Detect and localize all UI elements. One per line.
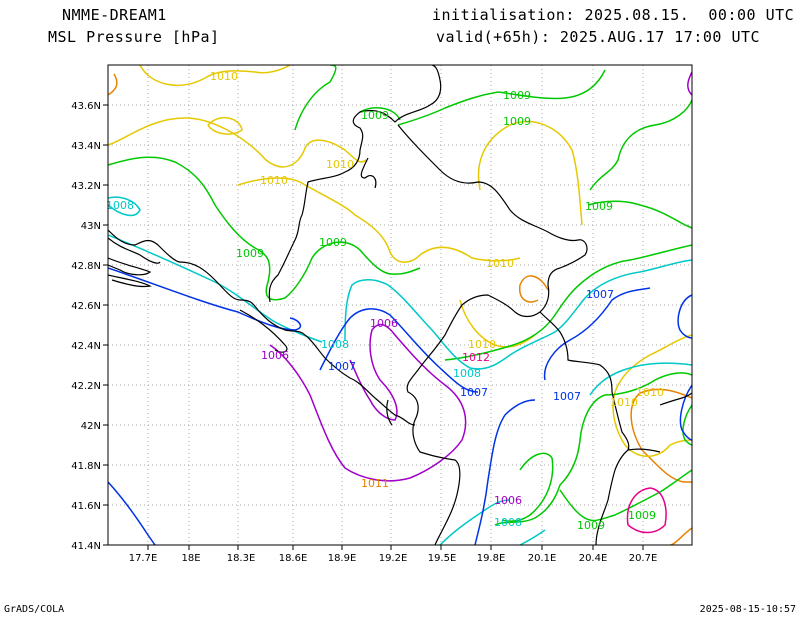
y-tick-label: 42.2N bbox=[71, 381, 101, 392]
contour-label: 1007 bbox=[328, 360, 356, 373]
isobar-1011 bbox=[108, 73, 692, 545]
model-title: NMME-DREAM1 bbox=[62, 6, 167, 24]
footer-software: GrADS/COLA bbox=[4, 604, 65, 615]
contour-label: 1009 bbox=[236, 247, 264, 260]
isobar-1008 bbox=[108, 196, 692, 545]
contour-label: 1010 bbox=[636, 386, 664, 399]
contour-label: 1007 bbox=[460, 386, 488, 399]
contour-label: 1010 bbox=[468, 338, 496, 351]
coastline bbox=[108, 157, 416, 426]
x-tick-label: 18E bbox=[181, 553, 200, 564]
contour-label: 1006 bbox=[261, 349, 289, 362]
y-tick-label: 43.4N bbox=[71, 141, 101, 152]
contour-label: 1010 bbox=[486, 257, 514, 270]
isobar-1012 bbox=[626, 487, 667, 534]
x-tick-label: 20.7E bbox=[629, 553, 658, 564]
contour-label: 1010 bbox=[210, 70, 238, 83]
contour-label: 1008 bbox=[494, 516, 522, 529]
contour-label: 1010 bbox=[260, 174, 288, 187]
x-tick-label: 18.9E bbox=[328, 553, 357, 564]
x-tick-label: 19.5E bbox=[428, 553, 457, 564]
y-tick-label: 42N bbox=[81, 421, 101, 432]
x-tick-label: 18.3E bbox=[227, 553, 256, 564]
isobar-1007 bbox=[108, 267, 692, 545]
y-tick-label: 43.6N bbox=[71, 101, 101, 112]
x-tick-label: 19.8E bbox=[477, 553, 506, 564]
initialisation-time: initialisation: 2025.08.15. 00:00 UTC bbox=[432, 6, 795, 24]
y-tick-label: 43.2N bbox=[71, 181, 101, 192]
y-tick-label: 41.4N bbox=[71, 541, 101, 552]
footer-timestamp: 2025-08-15-10:57 bbox=[699, 604, 796, 615]
y-tick-label: 41.6N bbox=[71, 501, 101, 512]
x-tick-label: 20.4E bbox=[579, 553, 608, 564]
variable-title: MSL Pressure [hPa] bbox=[48, 28, 220, 46]
x-tick-label: 20.1E bbox=[528, 553, 557, 564]
contour-label: 1010 bbox=[326, 158, 354, 171]
x-tick-label: 17.7E bbox=[129, 553, 158, 564]
x-tick-label: 19.2E bbox=[379, 553, 408, 564]
y-tick-label: 43N bbox=[81, 221, 101, 232]
contour-label: 1007 bbox=[586, 288, 614, 301]
contour-label: 1008 bbox=[106, 199, 134, 212]
contour-label: 1011 bbox=[361, 477, 389, 490]
isobar-1009 bbox=[108, 65, 692, 526]
y-tick-label: 41.8N bbox=[71, 461, 101, 472]
isobar-1006 bbox=[269, 71, 692, 482]
contour-label: 1006 bbox=[494, 494, 522, 507]
contour-label: 1009 bbox=[585, 200, 613, 213]
grid-lines bbox=[108, 65, 692, 545]
x-tick-label: 18.6E bbox=[279, 553, 308, 564]
contour-label: 1006 bbox=[370, 317, 398, 330]
country-borders bbox=[268, 65, 692, 545]
y-tick-label: 42.8N bbox=[71, 261, 101, 272]
isobar-1010 bbox=[108, 65, 692, 457]
contour-label: 1010 bbox=[610, 396, 638, 409]
y-tick-label: 42.4N bbox=[71, 341, 101, 352]
contour-label: 1009 bbox=[577, 519, 605, 532]
contour-label: 1008 bbox=[321, 338, 349, 351]
contour-label: 1009 bbox=[628, 509, 656, 522]
contour-label: 1012 bbox=[462, 351, 490, 364]
contour-label: 1009 bbox=[503, 115, 531, 128]
contour-label: 1009 bbox=[361, 109, 389, 122]
x-axis-labels: 17.7E 18E 18.3E 18.6E 18.9E 19.2E 19.5E … bbox=[129, 553, 658, 564]
contour-label: 1009 bbox=[503, 89, 531, 102]
y-axis-labels: 43.6N 43.4N 43.2N 43N 42.8N 42.6N 42.4N … bbox=[71, 101, 101, 552]
valid-time: valid(+65h): 2025.AUG.17 17:00 UTC bbox=[436, 28, 761, 46]
contour-label: 1008 bbox=[453, 367, 481, 380]
y-tick-label: 42.6N bbox=[71, 301, 101, 312]
contour-label: 1007 bbox=[553, 390, 581, 403]
axis-ticks bbox=[103, 104, 644, 550]
contour-label: 1009 bbox=[319, 236, 347, 249]
